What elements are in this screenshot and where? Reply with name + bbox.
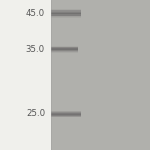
FancyBboxPatch shape <box>51 115 81 116</box>
FancyBboxPatch shape <box>51 0 150 150</box>
FancyBboxPatch shape <box>51 51 78 52</box>
FancyBboxPatch shape <box>51 15 81 16</box>
FancyBboxPatch shape <box>51 47 78 48</box>
FancyBboxPatch shape <box>51 17 81 18</box>
FancyBboxPatch shape <box>51 114 81 115</box>
FancyBboxPatch shape <box>51 112 81 113</box>
FancyBboxPatch shape <box>51 13 81 14</box>
FancyBboxPatch shape <box>51 50 78 51</box>
FancyBboxPatch shape <box>51 12 81 13</box>
FancyBboxPatch shape <box>51 48 78 49</box>
FancyBboxPatch shape <box>51 48 78 49</box>
Text: 35.0: 35.0 <box>26 45 45 54</box>
FancyBboxPatch shape <box>51 12 81 13</box>
FancyBboxPatch shape <box>51 11 81 12</box>
FancyBboxPatch shape <box>51 16 81 17</box>
FancyBboxPatch shape <box>51 14 81 15</box>
FancyBboxPatch shape <box>51 111 81 112</box>
FancyBboxPatch shape <box>51 116 81 117</box>
FancyBboxPatch shape <box>51 13 81 14</box>
FancyBboxPatch shape <box>0 0 51 150</box>
Text: 25.0: 25.0 <box>26 110 45 118</box>
FancyBboxPatch shape <box>51 15 81 16</box>
FancyBboxPatch shape <box>51 46 78 47</box>
FancyBboxPatch shape <box>51 9 81 10</box>
FancyBboxPatch shape <box>51 47 78 48</box>
FancyBboxPatch shape <box>51 46 78 47</box>
FancyBboxPatch shape <box>51 49 78 50</box>
FancyBboxPatch shape <box>51 10 81 11</box>
FancyBboxPatch shape <box>51 116 81 117</box>
FancyBboxPatch shape <box>51 114 81 115</box>
Text: 45.0: 45.0 <box>26 9 45 18</box>
FancyBboxPatch shape <box>51 113 81 114</box>
FancyBboxPatch shape <box>51 49 78 50</box>
FancyBboxPatch shape <box>51 52 78 53</box>
